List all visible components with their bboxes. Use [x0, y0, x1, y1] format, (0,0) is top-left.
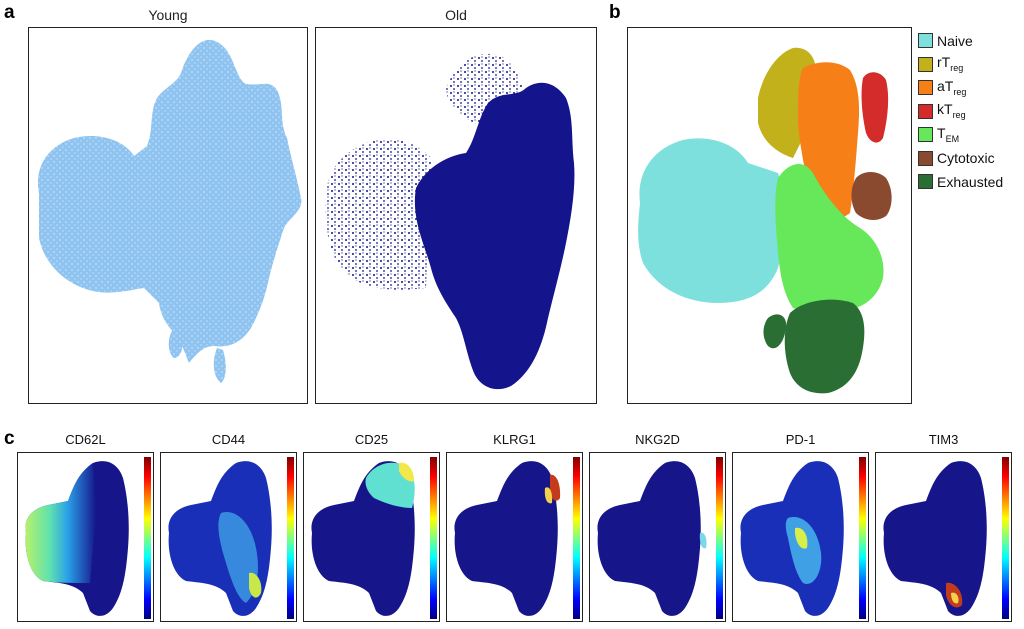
legend-swatch: [918, 103, 933, 119]
marker-title-cd62l: CD62L: [65, 432, 106, 447]
young-title: Young: [148, 7, 188, 23]
legend-swatch: [918, 80, 933, 96]
legend-swatch: [918, 56, 933, 72]
legend-swatch: [918, 174, 933, 190]
old-dense-cluster: [414, 82, 575, 390]
old-title: Old: [445, 7, 467, 23]
umap-expression: [785, 517, 822, 584]
umap-expression: [218, 512, 258, 603]
marker-panel-nkg2d: [589, 452, 726, 622]
umap-expression: [699, 532, 707, 549]
marker-panel-tim3: [875, 452, 1012, 622]
old-umap-frame: [315, 27, 597, 404]
legend-label: aTreg: [937, 77, 967, 97]
umap-expression: [544, 487, 553, 504]
umap-expression-high: [399, 462, 414, 482]
cluster-legend: Naive rTreg aTreg kTreg TEM Cytotoxic Ex…: [918, 29, 1003, 194]
young-cluster-shape: [37, 39, 302, 383]
old-umap-plot: [325, 53, 575, 390]
colorbar: [287, 457, 294, 619]
legend-item: aTreg: [918, 76, 1003, 100]
legend-item: Cytotoxic: [918, 147, 1003, 171]
marker-panel-pd1: [732, 452, 869, 622]
legend-label: kTreg: [937, 101, 966, 121]
umap-expression: [951, 592, 959, 604]
umap-expression-high: [550, 474, 561, 501]
marker-title-nkg2d: NKG2D: [635, 432, 680, 447]
marker-panel-cd25: [303, 452, 440, 622]
marker-title-tim3: TIM3: [928, 432, 959, 447]
colorbar: [144, 457, 151, 619]
legend-label: TEM: [937, 124, 960, 144]
colorbar: [859, 457, 866, 619]
umap-expression-high: [795, 527, 808, 549]
legend-label: Exhausted: [937, 173, 1004, 190]
legend-item: TEM: [918, 123, 1003, 147]
legend-swatch: [918, 33, 933, 49]
legend-item: Naive: [918, 29, 1003, 53]
marker-title-cd44: CD44: [211, 432, 246, 447]
colorbar: [716, 457, 723, 619]
umap-shape: [883, 461, 987, 616]
umap-shape: [597, 461, 701, 616]
marker-panel-klrg1: [446, 452, 583, 622]
young-umap-plot: [37, 39, 302, 383]
colorbar: [430, 457, 437, 619]
legend-item: rTreg: [918, 53, 1003, 77]
panel-letter-b: b: [609, 2, 621, 23]
legend-label: Naive: [937, 32, 973, 49]
marker-title-cd25: CD25: [354, 432, 389, 447]
panel-letter-a: a: [4, 2, 15, 23]
panel-letter-c: c: [4, 428, 15, 449]
legend-label: Cytotoxic: [937, 150, 995, 167]
cytotoxic-cluster: [851, 172, 892, 220]
legend-item: kTreg: [918, 100, 1003, 124]
marker-title-klrg1: KLRG1: [493, 432, 536, 447]
colorbar: [573, 457, 580, 619]
exhausted-cluster: [763, 299, 865, 394]
colorbar: [1002, 457, 1009, 619]
umap-expression-high: [249, 572, 262, 598]
ktreg-cluster: [861, 72, 889, 143]
legend-swatch: [918, 127, 933, 143]
young-umap-frame: [28, 27, 308, 404]
legend-item: Exhausted: [918, 170, 1003, 194]
umap-expression: [25, 463, 96, 583]
naive-cluster: [638, 138, 785, 303]
marker-panel-cd62l: [17, 452, 154, 622]
cluster-umap-plot: [638, 47, 892, 394]
tem-cluster: [775, 163, 884, 312]
marker-title-pd1: PD-1: [785, 432, 816, 447]
legend-label: rTreg: [937, 54, 964, 74]
marker-panel-cd44: [160, 452, 297, 622]
cluster-umap-frame: [627, 27, 912, 404]
umap-shape: [454, 461, 558, 616]
legend-swatch: [918, 150, 933, 166]
